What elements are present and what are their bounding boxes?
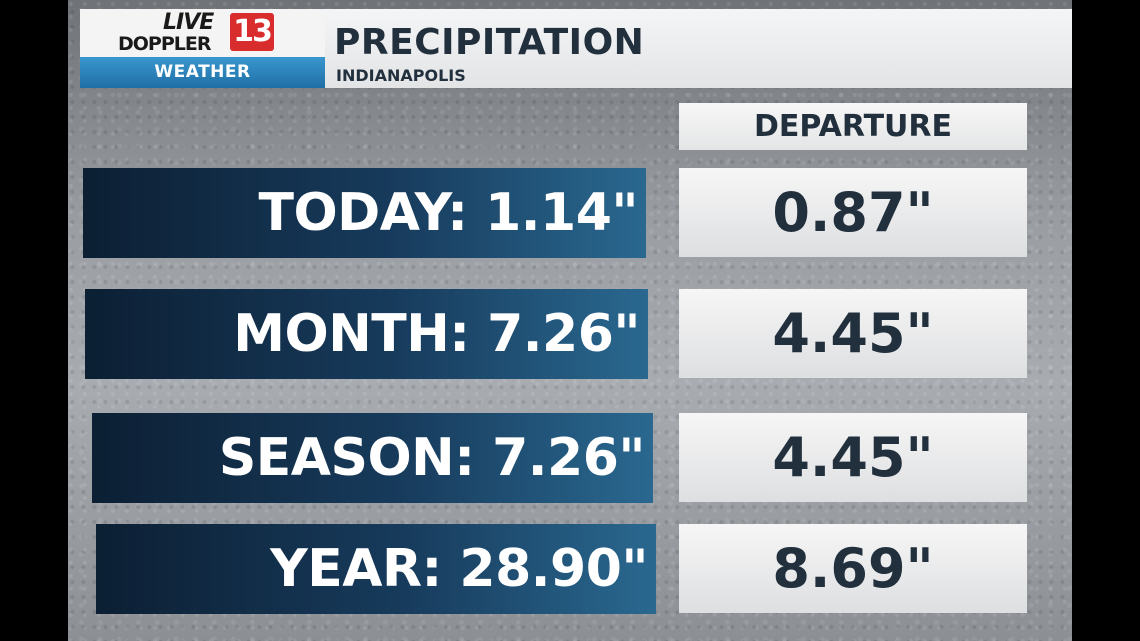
station-logo: LIVE DOPPLER 13 [80,9,325,57]
today-departure: 0.87" [679,168,1027,257]
year-label: YEAR: 28.90" [96,524,656,614]
logo-live-text: LIVE [163,10,214,35]
season-departure: 4.45" [679,413,1027,502]
channel-badge: 13 [230,13,274,51]
page-title: PRECIPITATION [334,22,645,63]
weather-graphic: LIVE DOPPLER 13 WEATHER PRECIPITATION IN… [68,0,1072,641]
logo-weather-bar: WEATHER [80,57,325,88]
month-departure: 4.45" [679,289,1027,378]
page-subtitle: INDIANAPOLIS [336,66,466,85]
logo-doppler-text: DOPPLER [118,33,211,55]
departure-header: DEPARTURE [679,103,1027,150]
season-label: SEASON: 7.26" [92,413,653,503]
today-label: TODAY: 1.14" [83,168,646,258]
month-label: MONTH: 7.26" [85,289,648,379]
year-departure: 8.69" [679,524,1027,613]
